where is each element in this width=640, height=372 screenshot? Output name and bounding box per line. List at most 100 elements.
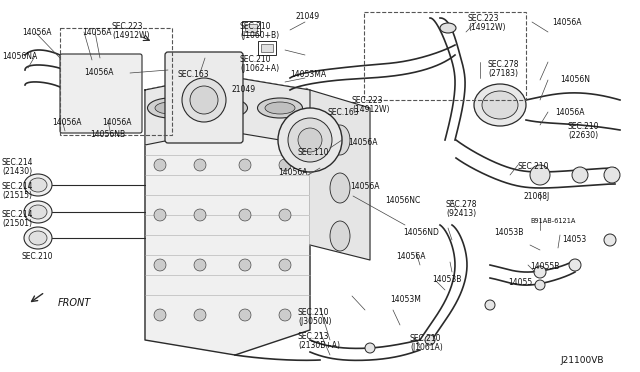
- Circle shape: [604, 167, 620, 183]
- Text: 14053MA: 14053MA: [290, 70, 326, 79]
- Circle shape: [535, 280, 545, 290]
- Text: (14912W): (14912W): [112, 31, 150, 40]
- Polygon shape: [145, 75, 310, 355]
- Text: SEC.223: SEC.223: [112, 22, 143, 31]
- Circle shape: [365, 343, 375, 353]
- Text: SEC.223: SEC.223: [352, 96, 383, 105]
- Text: (14912W): (14912W): [468, 23, 506, 32]
- Text: (2130B+A): (2130B+A): [298, 341, 340, 350]
- Circle shape: [154, 209, 166, 221]
- Bar: [242, 21, 260, 35]
- Circle shape: [154, 159, 166, 171]
- Text: (14912W): (14912W): [352, 105, 390, 114]
- Circle shape: [154, 259, 166, 271]
- Circle shape: [279, 209, 291, 221]
- Polygon shape: [145, 75, 310, 145]
- Ellipse shape: [29, 205, 47, 219]
- Text: B91AB-6121A: B91AB-6121A: [530, 218, 575, 224]
- Ellipse shape: [474, 84, 526, 126]
- Text: 14056NB: 14056NB: [90, 130, 125, 139]
- Text: 14056A: 14056A: [552, 18, 582, 27]
- Text: SEC.278: SEC.278: [488, 60, 520, 69]
- Ellipse shape: [24, 174, 52, 196]
- Text: 14053: 14053: [562, 235, 586, 244]
- Circle shape: [239, 209, 251, 221]
- Text: SEC.163: SEC.163: [328, 108, 360, 117]
- Text: 14055B: 14055B: [530, 262, 559, 271]
- Circle shape: [569, 259, 581, 271]
- Text: (21501): (21501): [2, 219, 32, 228]
- Text: (J1062+A): (J1062+A): [240, 64, 279, 73]
- Text: 14056A: 14056A: [555, 108, 584, 117]
- Text: SEC.214: SEC.214: [2, 182, 33, 191]
- Circle shape: [278, 108, 342, 172]
- Text: 14053M: 14053M: [390, 295, 421, 304]
- Circle shape: [154, 309, 166, 321]
- Ellipse shape: [330, 221, 350, 251]
- Text: 14056A: 14056A: [278, 168, 307, 177]
- Text: (21515): (21515): [2, 191, 32, 200]
- Ellipse shape: [210, 102, 240, 114]
- Bar: [60, 28, 172, 135]
- Circle shape: [279, 159, 291, 171]
- Circle shape: [288, 118, 332, 162]
- Text: 21049: 21049: [232, 85, 256, 94]
- Text: 14056A: 14056A: [350, 182, 380, 191]
- Text: SEC.210: SEC.210: [240, 55, 271, 64]
- Circle shape: [425, 335, 435, 345]
- Text: SEC.163: SEC.163: [178, 70, 210, 79]
- FancyBboxPatch shape: [60, 54, 142, 133]
- Bar: [258, 41, 276, 55]
- Ellipse shape: [482, 91, 518, 119]
- Text: 14056A: 14056A: [82, 28, 111, 37]
- Text: 14056ND: 14056ND: [403, 228, 439, 237]
- Ellipse shape: [155, 102, 185, 114]
- Text: 14056NA: 14056NA: [2, 52, 37, 61]
- Ellipse shape: [330, 125, 350, 155]
- Text: (21430): (21430): [2, 167, 32, 176]
- Circle shape: [182, 78, 226, 122]
- Text: 14056N: 14056N: [560, 75, 590, 84]
- Text: 14056A: 14056A: [348, 138, 378, 147]
- Text: 14056A: 14056A: [22, 28, 51, 37]
- Ellipse shape: [440, 23, 456, 33]
- Bar: [245, 24, 257, 32]
- Ellipse shape: [147, 98, 193, 118]
- Circle shape: [239, 159, 251, 171]
- Circle shape: [194, 209, 206, 221]
- Text: SEC.213: SEC.213: [298, 332, 330, 341]
- Circle shape: [604, 234, 616, 246]
- Ellipse shape: [29, 231, 47, 245]
- Circle shape: [572, 167, 588, 183]
- Text: SEC.210: SEC.210: [22, 252, 54, 261]
- Ellipse shape: [202, 98, 248, 118]
- Bar: [364, 12, 526, 100]
- Ellipse shape: [265, 102, 295, 114]
- Circle shape: [194, 259, 206, 271]
- Text: (92413): (92413): [446, 209, 476, 218]
- Circle shape: [298, 128, 322, 152]
- Ellipse shape: [29, 178, 47, 192]
- Text: SEC.210: SEC.210: [240, 22, 271, 31]
- Text: SEC.214: SEC.214: [2, 210, 33, 219]
- Text: (J1061A): (J1061A): [410, 343, 443, 352]
- Text: 14056A: 14056A: [102, 118, 131, 127]
- Text: (J3050N): (J3050N): [298, 317, 332, 326]
- Text: 14053B: 14053B: [494, 228, 524, 237]
- Circle shape: [485, 300, 495, 310]
- Ellipse shape: [24, 227, 52, 249]
- Text: 14053B: 14053B: [432, 275, 461, 284]
- Text: SEC.223: SEC.223: [468, 14, 499, 23]
- Circle shape: [239, 259, 251, 271]
- Text: 14056NC: 14056NC: [385, 196, 420, 205]
- Text: 14056A: 14056A: [396, 252, 426, 261]
- Text: SEC.210: SEC.210: [568, 122, 600, 131]
- Text: SEC.210: SEC.210: [518, 162, 550, 171]
- Circle shape: [190, 86, 218, 114]
- Text: SEC.210: SEC.210: [298, 308, 330, 317]
- Circle shape: [534, 266, 546, 278]
- Ellipse shape: [330, 173, 350, 203]
- Text: SEC.214: SEC.214: [2, 158, 33, 167]
- Text: FRONT: FRONT: [58, 298, 92, 308]
- Circle shape: [194, 309, 206, 321]
